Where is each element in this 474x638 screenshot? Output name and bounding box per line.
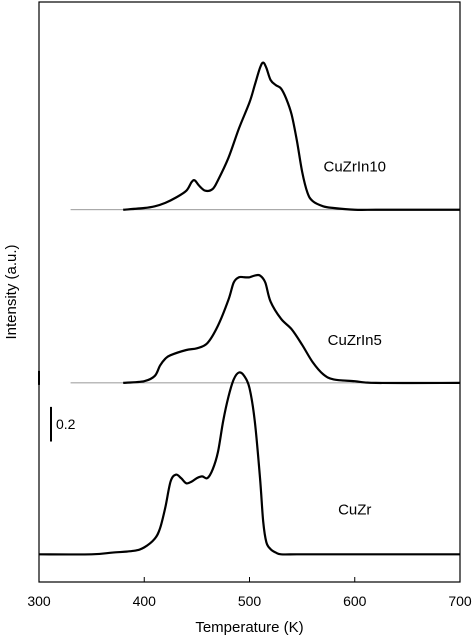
series-label-cuzrin10: CuZrIn10 <box>323 159 386 176</box>
series-labels: CuZrIn10 CuZrIn5 CuZr <box>323 159 386 519</box>
y-axis-label: Intensity (a.u.) <box>3 244 20 339</box>
x-tick-label: 300 <box>27 593 51 609</box>
series-label-cuzrin5: CuZrIn5 <box>328 332 382 349</box>
x-axis-ticks: 300 400 500 600 700 <box>27 577 472 609</box>
scale-bar: 0.2 <box>50 406 76 442</box>
x-tick-label: 500 <box>238 593 262 609</box>
x-tick-label: 700 <box>448 593 472 609</box>
scale-bar-label: 0.2 <box>56 416 76 432</box>
series-label-cuzr: CuZr <box>338 501 371 518</box>
x-axis-label: Temperature (K) <box>195 619 303 636</box>
series-curves <box>38 61 461 556</box>
series-line-cuzrin10 <box>123 61 460 211</box>
x-tick-label: 400 <box>133 593 157 609</box>
series-line-cuzr <box>38 371 460 556</box>
x-tick-label: 600 <box>343 593 367 609</box>
plot-frame <box>38 1 461 583</box>
baselines <box>70 209 460 384</box>
series-line-cuzrin5 <box>123 273 461 385</box>
